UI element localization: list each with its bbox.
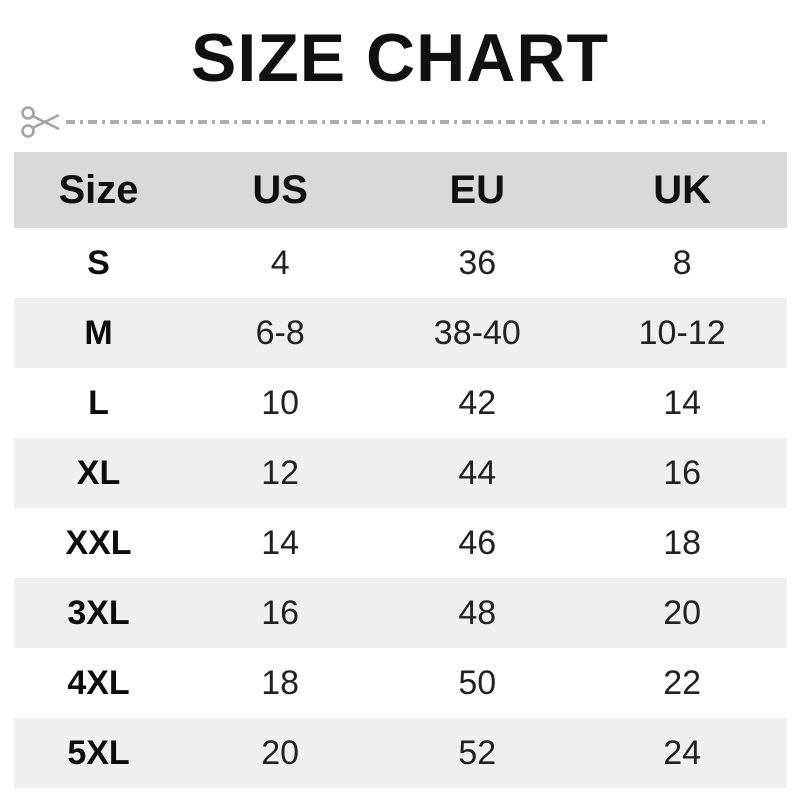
table-row: L 10 42 14 — [14, 368, 787, 438]
size-value-cell: 16 — [183, 578, 377, 648]
table-row: XXL 14 46 18 — [14, 508, 787, 578]
scissors-icon — [21, 106, 60, 138]
page-title: SIZE CHART — [191, 20, 609, 96]
size-chart-table: Size US EU UK S 4 36 8 M 6-8 38-40 10-12 L 10 42 14… — [13, 152, 787, 788]
size-value-cell: 10-12 — [577, 298, 787, 368]
column-header-eu: EU — [376, 152, 578, 228]
size-label-cell: L — [88, 383, 109, 422]
cut-line-divider — [0, 104, 800, 140]
table-row: 3XL 16 48 20 — [13, 578, 787, 648]
size-value-cell: 6-8 — [183, 298, 377, 368]
size-label-cell: 3XL — [13, 578, 184, 648]
table-row: 4XL 18 50 22 — [14, 648, 787, 718]
size-value-cell: 20 — [183, 718, 377, 788]
size-value-cell: 52 — [376, 718, 578, 788]
size-value-cell: 46 — [458, 523, 497, 562]
size-label-cell: S — [87, 243, 110, 282]
column-header-us: US — [183, 152, 377, 228]
table-row: S 4 36 8 — [14, 228, 787, 298]
size-value-cell: 42 — [458, 383, 497, 422]
size-value-cell: 24 — [577, 718, 787, 788]
size-value-cell: 8 — [672, 243, 692, 282]
size-value-cell: 48 — [376, 578, 578, 648]
table-header-row: Size US EU UK — [13, 152, 787, 228]
size-label-cell: XXL — [65, 523, 132, 562]
dashed-cut-line — [66, 120, 770, 124]
size-value-cell: 38-40 — [376, 298, 578, 368]
size-value-cell: 14 — [663, 383, 702, 422]
size-label-cell: M — [13, 298, 184, 368]
size-value-cell: 18 — [261, 663, 300, 702]
size-value-cell: 10 — [261, 383, 300, 422]
size-label-cell: 4XL — [67, 663, 130, 702]
table-row: M 6-8 38-40 10-12 — [13, 298, 787, 368]
table-row: XL 12 44 16 — [13, 438, 787, 508]
size-label-cell: XL — [13, 438, 184, 508]
size-value-cell: 12 — [183, 438, 377, 508]
size-value-cell: 44 — [376, 438, 578, 508]
column-header-uk: UK — [577, 152, 787, 228]
size-value-cell: 50 — [458, 663, 497, 702]
size-value-cell: 22 — [663, 663, 702, 702]
size-value-cell: 20 — [577, 578, 787, 648]
size-value-cell: 36 — [458, 243, 497, 282]
size-value-cell: 14 — [261, 523, 300, 562]
size-value-cell: 16 — [577, 438, 787, 508]
table-row: 5XL 20 52 24 — [13, 718, 787, 788]
size-table-body: S 4 36 8 M 6-8 38-40 10-12 L 10 42 14 XL 12 44 16 XXL 14 4… — [13, 228, 787, 788]
size-label-cell: 5XL — [13, 718, 184, 788]
size-value-cell: 4 — [270, 243, 290, 282]
column-header-size: Size — [13, 152, 184, 228]
size-value-cell: 18 — [663, 523, 702, 562]
